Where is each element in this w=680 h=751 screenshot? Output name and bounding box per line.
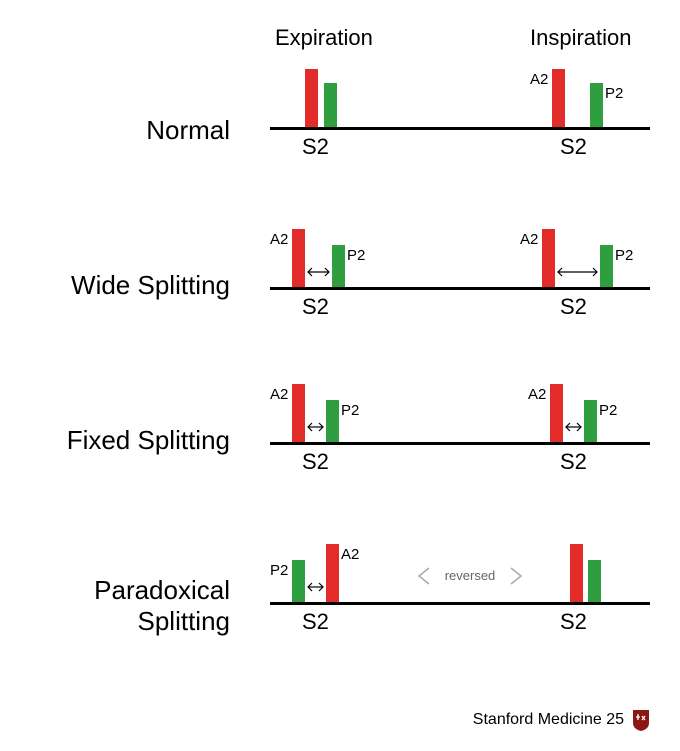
p2-bar [584,400,597,442]
a2-label: A2 [528,386,546,403]
svg-text:reversed: reversed [445,568,496,583]
shield-icon [632,709,650,731]
p2-label: P2 [270,562,288,579]
p2-label: P2 [605,85,623,102]
p2-bar [324,83,337,127]
diagram-row: A2 P2 A2 P2 S2 S2 [270,220,650,320]
diagram-row: A2 P2 S2 S2 reversed [270,535,650,635]
expiration-header: Expiration [275,25,373,51]
s2-label: S2 [302,449,329,475]
p2-bar [600,245,613,287]
p2-label: P2 [615,247,633,264]
a2-label: A2 [530,71,548,88]
s2-label: S2 [560,134,587,160]
footer: Stanford Medicine 25 [473,709,650,731]
a2-bar [326,544,339,602]
reversed-annotation: reversed [415,565,525,587]
s2-label: S2 [302,134,329,160]
gap-arrow-icon [306,421,325,433]
a2-bar [552,69,565,127]
a2-bar [292,229,305,287]
row-label: Wide Splitting [71,270,230,301]
a2-bar [570,544,583,602]
p2-label: P2 [341,402,359,419]
gap-arrow-icon [306,266,331,278]
gap-arrow-icon [564,421,583,433]
baseline [270,127,650,130]
p2-bar [326,400,339,442]
footer-text: Stanford Medicine 25 [473,711,624,729]
p2-bar [292,560,305,602]
a2-bar [542,229,555,287]
row-label: Normal [146,115,230,146]
diagram-row: A2 P2 S2 S2 [270,60,650,160]
s2-label: S2 [302,609,329,635]
s2-label: S2 [560,609,587,635]
baseline [270,287,650,290]
a2-bar [292,384,305,442]
p2-bar [332,245,345,287]
baseline [270,602,650,605]
p2-bar [588,560,601,602]
inspiration-header: Inspiration [530,25,632,51]
a2-label: A2 [341,546,359,563]
p2-bar [590,83,603,127]
s2-label: S2 [302,294,329,320]
gap-arrow-icon [306,581,325,593]
row-label: ParadoxicalSplitting [94,575,230,637]
gap-arrow-icon [556,266,599,278]
a2-label: A2 [270,231,288,248]
reversed-arrow-icon: reversed [415,565,525,587]
s2-label: S2 [560,449,587,475]
a2-label: A2 [520,231,538,248]
p2-label: P2 [347,247,365,264]
s2-label: S2 [560,294,587,320]
diagram-row: A2 P2 A2 P2 S2 S2 [270,375,650,475]
p2-label: P2 [599,402,617,419]
a2-bar [550,384,563,442]
baseline [270,442,650,445]
row-label: Fixed Splitting [67,425,230,456]
a2-bar [305,69,318,127]
a2-label: A2 [270,386,288,403]
